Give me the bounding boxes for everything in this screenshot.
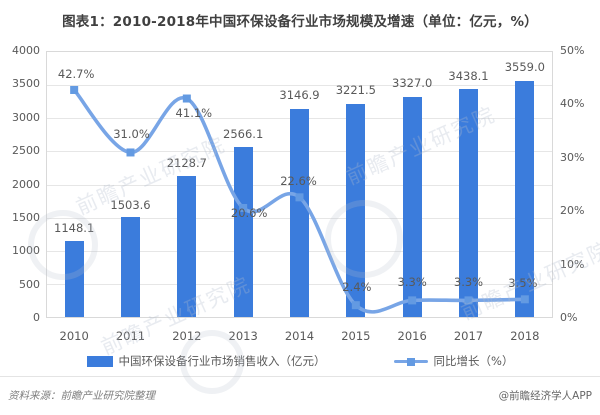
left-axis-tick: 2000 — [12, 177, 40, 191]
right-axis-tick: 50% — [560, 44, 585, 57]
bar-2010 — [64, 240, 84, 317]
legend-label-growth: 同比增长（%） — [433, 354, 514, 368]
left-axis-tick: 3500 — [12, 77, 40, 91]
line-value-2017: 3.3% — [453, 275, 484, 290]
bar-value-2012: 2128.7 — [166, 155, 207, 170]
left-axis-tick: 1500 — [12, 210, 40, 224]
chart-title: 图表1：2010-2018年中国环保设备行业市场规模及增速（单位：亿元，%） — [62, 14, 538, 30]
footer-divider — [0, 376, 600, 377]
bar-2011 — [121, 217, 140, 317]
bar-2012 — [177, 175, 197, 317]
bar-value-2014: 3146.9 — [279, 87, 320, 102]
gridline — [47, 85, 552, 87]
line-value-2012: 41.1% — [175, 105, 213, 120]
right-axis-tick: 40% — [560, 97, 585, 111]
x-axis-label-2011: 2011 — [115, 329, 146, 343]
line-value-2010: 42.7% — [57, 66, 95, 81]
bar-value-2011: 1503.6 — [110, 197, 151, 212]
x-axis-label-2010: 2010 — [59, 329, 89, 343]
x-axis-label-2012: 2012 — [172, 329, 202, 343]
x-axis-label-2015: 2015 — [341, 329, 371, 343]
left-axis-tick: 2500 — [12, 144, 40, 158]
legend-item-revenue: 中国环保设备行业市场销售收入（亿元） — [86, 353, 326, 369]
bar-2013 — [233, 147, 253, 317]
left-axis-tick: 4000 — [12, 44, 40, 57]
x-axis-label-2017: 2017 — [453, 329, 484, 343]
legend-label-revenue: 中国环保设备行业市场销售收入（亿元） — [118, 354, 326, 368]
line-value-2016: 3.3% — [397, 275, 427, 290]
line-value-2015: 2.4% — [342, 280, 372, 295]
right-axis-tick: 10% — [560, 257, 585, 271]
bar-value-2017: 3438.1 — [448, 68, 489, 83]
x-axis-label-2016: 2016 — [397, 329, 427, 343]
chart-area: 4000 3500 3000 2500 2000 1500 1000 500 0 50% 40% 3… — [0, 40, 600, 345]
bar-value-2018: 3559.0 — [504, 60, 545, 75]
line-value-2014: 22.6% — [280, 174, 317, 189]
legend-item-growth: 同比增长（%） — [393, 353, 514, 369]
line-value-2013: 20.6% — [230, 205, 268, 220]
credit-note: @前瞻经济学人APP — [498, 390, 592, 402]
left-axis-tick: 0 — [33, 311, 40, 324]
bar-value-2015: 3221.5 — [335, 82, 376, 97]
left-axis-tick: 3000 — [12, 110, 40, 124]
line-series-swatch — [393, 356, 428, 367]
x-axis-label-2018: 2018 — [510, 329, 540, 343]
source-note: 资料来源：前瞻产业研究院整理 — [8, 390, 155, 402]
left-axis-tick: 1000 — [12, 244, 40, 258]
legend: 中国环保设备行业市场销售收入（亿元） 同比增长（%） — [0, 352, 600, 370]
right-axis-tick: 20% — [560, 204, 585, 218]
bar-value-2016: 3327.0 — [392, 75, 433, 90]
line-value-2011: 31.0% — [113, 127, 150, 142]
line-value-2018: 3.5% — [508, 276, 538, 291]
right-axis-tick: 30% — [560, 150, 585, 164]
right-axis-tick: 0% — [560, 311, 578, 324]
x-axis-label-2014: 2014 — [284, 329, 315, 343]
left-axis-tick: 500 — [19, 277, 40, 291]
bar-value-2013: 2566.1 — [223, 126, 264, 141]
bar-series-swatch — [86, 355, 113, 367]
bar-2014 — [290, 108, 309, 317]
x-axis-label-2013: 2013 — [228, 329, 258, 343]
bar-value-2010: 1148.1 — [54, 221, 95, 236]
